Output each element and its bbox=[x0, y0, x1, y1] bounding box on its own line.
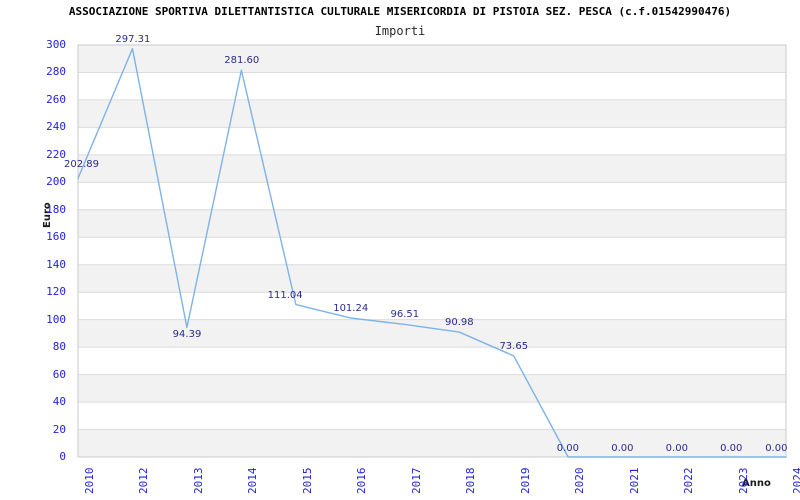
data-point-label: 0.00 bbox=[720, 443, 743, 454]
y-tick-label: 240 bbox=[46, 120, 66, 134]
data-point-label: 111.04 bbox=[267, 289, 303, 301]
x-tick-label: 2015 bbox=[300, 467, 314, 495]
data-point-label: 297.31 bbox=[115, 33, 151, 45]
data-point-label: 94.39 bbox=[172, 329, 202, 341]
x-tick-label: 2010 bbox=[83, 467, 96, 495]
y-tick-label: 300 bbox=[46, 38, 66, 51]
grid-bands bbox=[78, 45, 786, 457]
y-tick-label: 260 bbox=[46, 92, 66, 106]
y-tick-label: 60 bbox=[52, 367, 66, 381]
data-point-label: 90.98 bbox=[444, 317, 474, 329]
x-tick-label: 2020 bbox=[573, 467, 587, 495]
x-axis-label: Anno bbox=[742, 478, 771, 489]
x-tick-label: 2021 bbox=[627, 467, 641, 495]
plot-frame bbox=[77, 44, 787, 458]
data-point-label: 101.24 bbox=[333, 302, 369, 314]
chart-title: ASSOCIAZIONE SPORTIVA DILETTANTISTICA CU… bbox=[68, 5, 732, 18]
data-point-label: 73.65 bbox=[499, 340, 529, 352]
x-tick-label: 2017 bbox=[409, 467, 423, 495]
y-tick-label: 220 bbox=[46, 147, 66, 161]
y-tick-label: 160 bbox=[46, 230, 66, 244]
chart-subtitle: Importi bbox=[374, 24, 426, 38]
y-tick-label: 20 bbox=[52, 422, 66, 436]
x-tick-label: 2024 bbox=[791, 467, 800, 495]
data-point-label: 202.89 bbox=[64, 159, 99, 171]
data-point-label: 96.51 bbox=[390, 309, 420, 321]
data-point-label: 0.00 bbox=[556, 443, 580, 454]
y-tick-label: 280 bbox=[46, 65, 66, 79]
data-point-label: 0.00 bbox=[611, 443, 634, 454]
y-tick-label: 180 bbox=[46, 202, 66, 216]
y-tick-label: 80 bbox=[52, 340, 66, 354]
x-tick-label: 2018 bbox=[464, 467, 478, 495]
y-tick-label: 40 bbox=[52, 395, 66, 409]
x-tick-label: 2012 bbox=[137, 467, 151, 495]
x-tick-label: 2022 bbox=[682, 467, 696, 495]
y-tick-label: 100 bbox=[46, 312, 66, 326]
x-tick-label: 2019 bbox=[518, 467, 532, 495]
data-point-label: 281.60 bbox=[224, 55, 260, 67]
x-tick-label: 2014 bbox=[246, 467, 260, 495]
y-tick-label: 140 bbox=[46, 257, 66, 271]
data-point-label: 0.00 bbox=[765, 443, 788, 454]
x-tick-label: 2013 bbox=[191, 467, 205, 495]
y-tick-label: 200 bbox=[46, 175, 66, 189]
y-tick-label: 120 bbox=[46, 285, 66, 299]
x-tick-label: 2023 bbox=[736, 467, 750, 495]
y-tick-label: 0 bbox=[59, 450, 66, 463]
x-tick-label: 2016 bbox=[355, 467, 369, 495]
data-point-label: 0.00 bbox=[665, 443, 688, 454]
data-series-line bbox=[77, 47, 787, 458]
